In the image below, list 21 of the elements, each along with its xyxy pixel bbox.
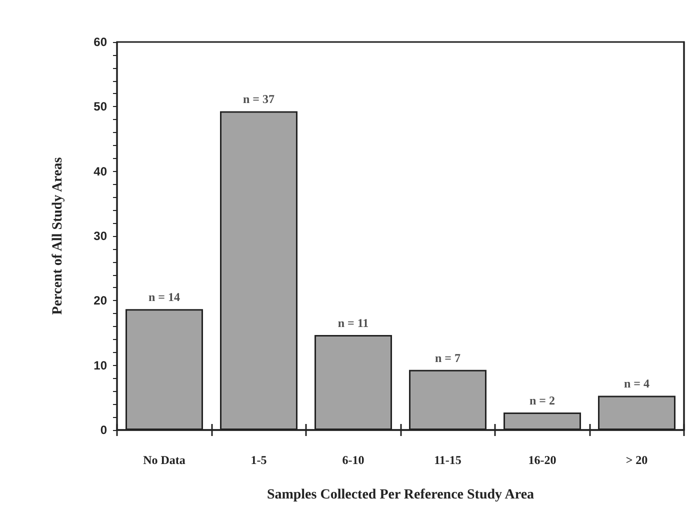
annotation: n = 7 <box>434 350 461 365</box>
y-tick-label: 40 <box>94 164 108 178</box>
x-tick-label: 1-5 <box>250 453 267 467</box>
x-tick-label: > 20 <box>626 453 648 467</box>
annotation: n = 11 <box>338 316 369 330</box>
x-axis-title: Samples Collected Per Reference Study Area <box>266 488 534 502</box>
y-tick-label: 10 <box>94 358 108 372</box>
x-tick-label: 11-15 <box>434 453 462 467</box>
x-tick-label: No Data <box>143 453 186 467</box>
annotation: n = 2 <box>529 394 556 408</box>
y-axis-title: Percent of All Study Areas <box>50 156 66 315</box>
y-tick-label: 30 <box>94 229 108 243</box>
annotation: n = 4 <box>624 376 650 391</box>
y-tick-label: 60 <box>94 35 108 49</box>
y-tick-label: 0 <box>100 423 108 437</box>
x-tick-label: 16-20 <box>528 453 556 467</box>
x-tick-label: 6-10 <box>342 453 364 467</box>
y-tick-label: 20 <box>94 294 108 308</box>
annotation: n = 37 <box>242 92 275 106</box>
annotation: n = 14 <box>148 290 180 304</box>
y-tick-label: 50 <box>94 100 108 114</box>
